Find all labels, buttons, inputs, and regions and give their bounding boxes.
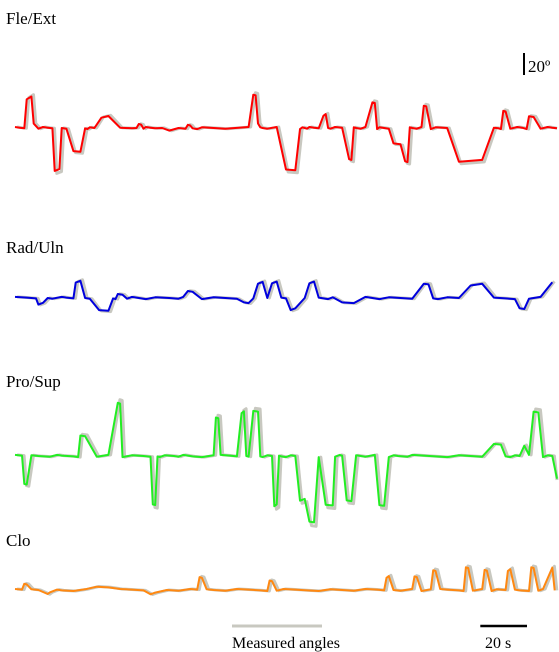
legend-label: Measured angles [232,635,340,652]
angle-scale-label: 20º [528,57,550,76]
time-scale-label: 20 s [485,635,511,652]
estimated-trace-fle-ext [14,93,558,172]
trace-label-rad-uln: Rad/Uln [6,238,64,257]
estimated-trace-rad-uln [14,279,554,312]
measured-trace-pro-sup [16,398,559,528]
trace-label-fle-ext: Fle/Ext [6,9,56,28]
estimated-trace-clo [14,566,556,596]
trace-label-clo: Clo [6,531,31,550]
estimated-trace-pro-sup [14,401,558,524]
trace-group [14,91,559,596]
trace-label-pro-sup: Pro/Sup [6,372,61,391]
